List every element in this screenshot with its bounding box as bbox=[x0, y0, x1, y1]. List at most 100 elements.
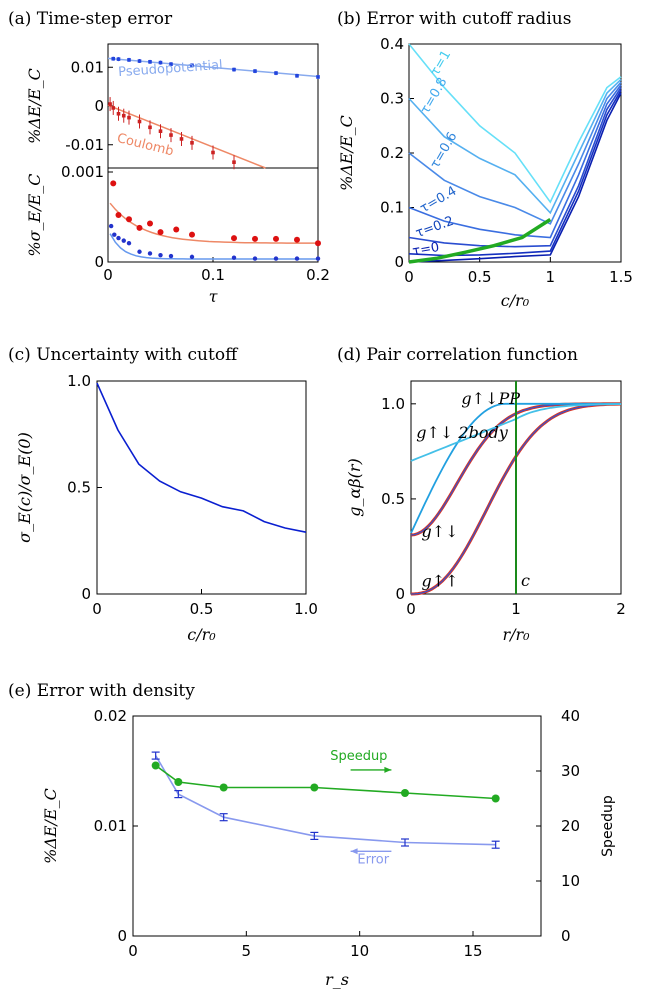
panel-a-bottom-point bbox=[147, 251, 153, 256]
panel-a-bottom-point bbox=[136, 224, 143, 231]
panel-b-tau-label: τ=0.6 bbox=[428, 130, 461, 172]
panel-e-title: (e) Error with density bbox=[8, 681, 195, 701]
panel-a-bottom-point bbox=[121, 238, 126, 243]
panel-a-bottom-fit bbox=[109, 202, 318, 244]
panel-e-point bbox=[401, 789, 409, 797]
panel-a-bottom-point bbox=[116, 235, 121, 241]
panel-a-bottom-point bbox=[273, 256, 279, 261]
panel-a-bottom-point bbox=[137, 249, 142, 254]
panel-a-point bbox=[295, 73, 299, 78]
panel-a-point bbox=[121, 113, 126, 118]
panel-e-point bbox=[151, 761, 160, 770]
panel-b-tau-label: τ=1 bbox=[428, 48, 454, 79]
panel-c-xtick-label: 1.0 bbox=[294, 600, 318, 618]
panel-a-bottom-point bbox=[108, 223, 114, 229]
panel-e-xtick-label: 15 bbox=[463, 942, 482, 960]
panel-a-series-label: Coulomb bbox=[115, 131, 175, 160]
panel-a-point bbox=[148, 60, 152, 64]
panel-a-ytick-label: -0.01 bbox=[65, 136, 104, 154]
panel-b-xtick-label: 0.5 bbox=[468, 268, 492, 286]
panel-b-tau-label: τ=0 bbox=[411, 240, 440, 259]
panel-a-point bbox=[158, 129, 163, 133]
panel-b-tau-label: τ=0.8 bbox=[418, 75, 451, 117]
panel-b-series-line bbox=[408, 78, 622, 215]
panel-a-bottom-point bbox=[231, 235, 237, 242]
panel-a-point bbox=[127, 58, 131, 62]
panel-e-speedup-note: Speedup bbox=[330, 749, 387, 764]
panel-e-series-line bbox=[155, 755, 496, 846]
panel-a-bottom-point bbox=[189, 231, 195, 238]
panel-a-bottom-point bbox=[231, 255, 237, 260]
panel-a-point bbox=[190, 141, 194, 145]
panel-a-bottom-point bbox=[126, 216, 132, 223]
panel-d-ylabel: g_αβ(r) bbox=[345, 458, 364, 516]
panel-e-y2tick-label: 30 bbox=[561, 762, 580, 780]
panel-e-point bbox=[219, 783, 228, 792]
panel-e: 0 5 10 15 0 0.01 0.02 0 10 20 30 40 r_s %ΔE/E_C Speedu… bbox=[41, 707, 616, 989]
panel-a-point bbox=[108, 102, 112, 106]
panel-a-point bbox=[137, 119, 142, 124]
panel-a-point bbox=[253, 69, 257, 73]
panel-d-curve-label: g↑↓ bbox=[422, 522, 459, 541]
panel-a-ytick-label: 0 bbox=[94, 97, 104, 115]
panel-a-fit-line bbox=[107, 104, 266, 169]
panel-e-ytick-label: 0.02 bbox=[94, 707, 127, 725]
panel-e-series-line bbox=[155, 764, 496, 800]
panel-e-point bbox=[174, 778, 183, 786]
panel-a-bottom-point bbox=[315, 240, 321, 247]
panel-a-point bbox=[316, 75, 320, 79]
panel-a-bottom-ylabel: %σ_E/E_C bbox=[25, 173, 44, 256]
panel-a-bottom-point bbox=[294, 256, 300, 261]
panel-e-y2label: Speedup bbox=[600, 795, 616, 857]
panel-a-xtick-label: 0.2 bbox=[306, 266, 330, 284]
panel-b-series-line bbox=[408, 81, 622, 225]
panel-b-ytick-label: 0.2 bbox=[380, 144, 404, 162]
panel-a-xlabel: τ bbox=[209, 287, 219, 306]
panel-b-series-line bbox=[408, 43, 622, 204]
panel-a-point bbox=[148, 125, 152, 130]
panel-e-point bbox=[491, 794, 500, 803]
panel-d-curve-label: g↑↑ bbox=[422, 571, 459, 590]
panel-c-ytick-label: 0 bbox=[81, 585, 91, 603]
panel-b-ytick-label: 0.4 bbox=[380, 35, 404, 53]
panel-a-point bbox=[274, 71, 278, 75]
panel-d-cutoff-label: c bbox=[521, 571, 530, 590]
panel-a-bottom-point bbox=[110, 180, 117, 187]
panel-a-point bbox=[111, 56, 116, 61]
panel-e-y2tick-label: 40 bbox=[561, 707, 580, 725]
panel-a-point bbox=[179, 137, 184, 141]
panel-e-ytick-label: 0.01 bbox=[94, 817, 127, 835]
panel-d: 0 1 2 0 0.5 1.0 r/r₀ g_αβ(r)c g↑↓PP g↑↓ 2body g↑↓ g… bbox=[345, 380, 626, 644]
panel-a-bottom-frame bbox=[107, 167, 319, 263]
panel-a-point bbox=[232, 67, 236, 72]
panel-a-ytick-label: 0 bbox=[94, 253, 104, 271]
panel-a-bottom-point bbox=[112, 232, 117, 237]
panel-d-title: (d) Pair correlation function bbox=[337, 345, 578, 365]
panel-d-ytick-label: 0.5 bbox=[381, 490, 405, 508]
panel-c-line bbox=[96, 382, 307, 533]
panel-a-point bbox=[137, 59, 142, 63]
panel-b-xlabel: c/r₀ bbox=[501, 291, 530, 310]
panel-d-ytick-label: 0 bbox=[395, 585, 405, 603]
panel-a-point bbox=[169, 133, 173, 137]
panel-e-xtick-label: 5 bbox=[242, 942, 252, 960]
panel-d-ytick-label: 1.0 bbox=[381, 395, 405, 413]
panel-b-series-line bbox=[408, 84, 622, 239]
panel-a-point bbox=[169, 62, 173, 66]
panel-e-point bbox=[310, 783, 319, 792]
panel-a-bottom-point bbox=[158, 252, 163, 258]
panel-a-bottom-point bbox=[157, 229, 164, 236]
panel-a-point bbox=[111, 106, 116, 110]
panel-c-frame bbox=[96, 380, 307, 595]
panel-b-xtick-label: 1 bbox=[546, 268, 556, 286]
panel-a-xtick-label: 0 bbox=[103, 266, 113, 284]
panel-c-xtick-label: 0.5 bbox=[190, 600, 214, 618]
panel-a-bottom-fit bbox=[109, 233, 318, 260]
panel-d-xtick-label: 2 bbox=[616, 600, 626, 618]
panel-b-ytick-label: 0.3 bbox=[380, 90, 404, 108]
panel-b-series-line bbox=[408, 92, 622, 263]
panel-b-xtick-label: 1.5 bbox=[609, 268, 633, 286]
panel-a-bottom-point bbox=[273, 235, 279, 242]
panel-a-title: (a) Time-step error bbox=[8, 9, 173, 29]
